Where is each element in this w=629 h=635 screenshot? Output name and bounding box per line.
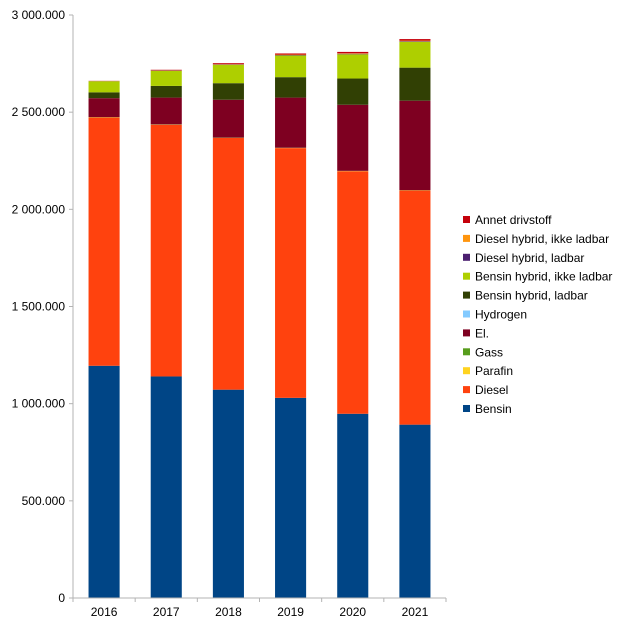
x-tick-label: 2021 <box>402 605 429 619</box>
bar-2019-annet-drivstoff <box>275 53 307 55</box>
legend-label: Bensin <box>475 402 512 416</box>
bar-2019-diesel <box>275 148 307 398</box>
bar-2020-bensin <box>337 413 369 598</box>
bar-2016-el- <box>88 98 120 118</box>
bar-2019-bensin-hybrid-ikke-ladbar <box>275 55 307 78</box>
bar-2020-diesel <box>337 171 369 414</box>
bar-2018-el- <box>212 99 244 138</box>
legend-swatch <box>463 291 470 299</box>
legend-item: Hydrogen <box>463 308 527 322</box>
y-tick-label: 1 500.000 <box>12 300 66 314</box>
legend: Annet drivstoff Diesel hybrid, ikke ladba… <box>463 213 612 416</box>
legend-label: Hydrogen <box>475 308 527 322</box>
legend-item: Bensin <box>463 402 512 416</box>
x-tick-label: 2020 <box>339 605 366 619</box>
legend-swatch <box>463 272 470 280</box>
bar-2020-annet-drivstoff <box>337 51 369 54</box>
bar-2018-bensin <box>212 389 244 598</box>
legend-swatch <box>463 253 470 261</box>
y-tick-label: 2 500.000 <box>12 105 66 119</box>
legend-swatch <box>463 310 470 318</box>
x-tick-labels: 2016 2017 2018 2019 2020 2021 <box>91 605 429 619</box>
legend-item: Bensin hybrid, ikke ladbar <box>463 270 612 284</box>
legend-item: Diesel hybrid, ikke ladbar <box>463 232 609 246</box>
bar-2021-el- <box>399 100 431 191</box>
bars-layer <box>88 39 431 598</box>
bar-2020-bensin-hybrid-ladbar <box>337 78 369 105</box>
legend-label: Diesel hybrid, ikke ladbar <box>475 232 609 246</box>
bar-2018-annet-drivstoff <box>212 63 244 65</box>
legend-label: Annet drivstoff <box>475 213 552 227</box>
bar-2020-el- <box>337 104 369 171</box>
legend-label: Gass <box>475 345 503 359</box>
bar-2021-bensin <box>399 424 431 598</box>
bar-2021-diesel-hybrid-ikke-ladbar <box>399 40 431 42</box>
x-tick-label: 2019 <box>277 605 304 619</box>
legend-item: Diesel hybrid, ladbar <box>463 251 584 265</box>
bar-2021-annet-drivstoff <box>399 39 431 41</box>
legend-label: Bensin hybrid, ikke ladbar <box>475 270 612 284</box>
legend-label: Diesel <box>475 383 508 397</box>
bar-2017-diesel <box>150 124 182 377</box>
legend-label: Diesel hybrid, ladbar <box>475 251 584 265</box>
legend-swatch <box>463 216 470 223</box>
y-tick-label: 3 000.000 <box>12 8 66 22</box>
bar-2016-bensin-hybrid-ladbar <box>88 92 120 99</box>
legend-label: Bensin hybrid, ladbar <box>475 289 588 303</box>
legend-swatch <box>463 367 470 375</box>
axes-layer <box>69 14 447 602</box>
bar-2018-bensin-hybrid-ikke-ladbar <box>212 64 244 84</box>
bar-2021-bensin-hybrid-ikke-ladbar <box>399 41 431 68</box>
legend-label: El. <box>475 326 489 340</box>
legend-swatch <box>463 386 470 394</box>
legend-item: El. <box>463 326 489 340</box>
y-tick-label: 1 000.000 <box>12 397 66 411</box>
legend-swatch <box>463 405 470 412</box>
bar-2016-bensin-hybrid-ikke-ladbar <box>88 81 120 93</box>
legend-item: Diesel <box>463 383 508 397</box>
bar-2021-diesel <box>399 190 431 425</box>
bar-2017-bensin-hybrid-ladbar <box>150 85 182 98</box>
bar-2017-bensin-hybrid-ikke-ladbar <box>150 70 182 86</box>
bar-2016-diesel <box>88 117 120 366</box>
bar-2019-el- <box>275 97 307 148</box>
x-tick-label: 2016 <box>91 605 118 619</box>
legend-swatch <box>463 234 470 242</box>
bar-2019-bensin <box>275 397 307 598</box>
legend-swatch <box>463 348 470 356</box>
bar-2018-bensin-hybrid-ladbar <box>212 83 244 100</box>
legend-item: Parafin <box>463 364 513 378</box>
legend-item: Bensin hybrid, ladbar <box>463 289 588 303</box>
bar-2017-annet-drivstoff <box>150 69 182 71</box>
bar-2017-bensin <box>150 376 182 598</box>
y-tick-label: 2 000.000 <box>12 202 66 216</box>
x-tick-label: 2017 <box>153 605 180 619</box>
y-tick-labels: 0 500.000 1 000.000 1 500.000 2 000.000 2 500… <box>12 8 66 605</box>
bar-2018-diesel <box>212 138 244 390</box>
y-tick-label: 0 <box>58 591 65 605</box>
legend-swatch <box>463 329 470 337</box>
legend-label: Parafin <box>475 364 513 378</box>
x-tick-label: 2018 <box>215 605 242 619</box>
bar-2021-bensin-hybrid-ladbar <box>399 67 431 101</box>
bar-2016-bensin <box>88 365 120 598</box>
bar-2019-bensin-hybrid-ladbar <box>275 77 307 98</box>
legend-item: Gass <box>463 345 503 359</box>
y-tick-label: 500.000 <box>22 494 66 508</box>
bar-2021-diesel-hybrid-ladbar <box>399 41 431 42</box>
bar-2017-el- <box>150 97 182 125</box>
bar-2020-bensin-hybrid-ikke-ladbar <box>337 54 369 79</box>
legend-item: Annet drivstoff <box>463 213 552 227</box>
